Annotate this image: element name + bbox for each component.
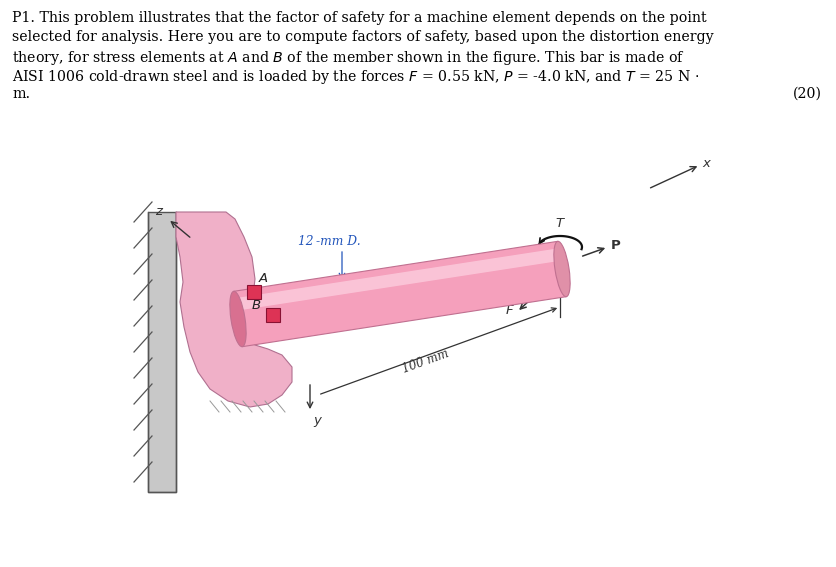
- Text: 12 -mm D.: 12 -mm D.: [298, 235, 360, 248]
- Polygon shape: [234, 242, 566, 346]
- Text: $\mathbf{P}$: $\mathbf{P}$: [610, 239, 621, 252]
- Text: $\mathit{F}$: $\mathit{F}$: [505, 304, 515, 317]
- Text: theory, for stress elements at $\mathit{A}$ and $\mathit{B}$ of the member shown: theory, for stress elements at $\mathit{…: [12, 49, 685, 67]
- Text: $\mathit{z}$: $\mathit{z}$: [155, 205, 164, 218]
- Text: $\mathit{x}$: $\mathit{x}$: [702, 157, 712, 170]
- Text: $\mathit{y}$: $\mathit{y}$: [313, 415, 324, 429]
- Bar: [266, 308, 280, 322]
- Text: selected for analysis. Here you are to compute factors of safety, based upon the: selected for analysis. Here you are to c…: [12, 30, 714, 44]
- Text: (20): (20): [793, 87, 822, 101]
- Bar: [148, 212, 176, 492]
- Text: AISI 1006 cold-drawn steel and is loaded by the forces $\mathit{F}$ = 0.55 kN, $: AISI 1006 cold-drawn steel and is loaded…: [12, 68, 699, 86]
- Polygon shape: [176, 212, 292, 407]
- Text: $\mathit{A}$: $\mathit{A}$: [258, 272, 269, 285]
- Text: $\mathit{B}$: $\mathit{B}$: [251, 299, 261, 312]
- Text: m.: m.: [12, 87, 30, 101]
- Bar: [247, 285, 261, 299]
- Polygon shape: [235, 248, 561, 311]
- Text: $\mathit{T}$: $\mathit{T}$: [555, 217, 566, 230]
- Text: 100 mm: 100 mm: [400, 348, 451, 376]
- Ellipse shape: [230, 291, 246, 346]
- Ellipse shape: [554, 242, 570, 297]
- Text: P1. This problem illustrates that the factor of safety for a machine element dep: P1. This problem illustrates that the fa…: [12, 11, 706, 25]
